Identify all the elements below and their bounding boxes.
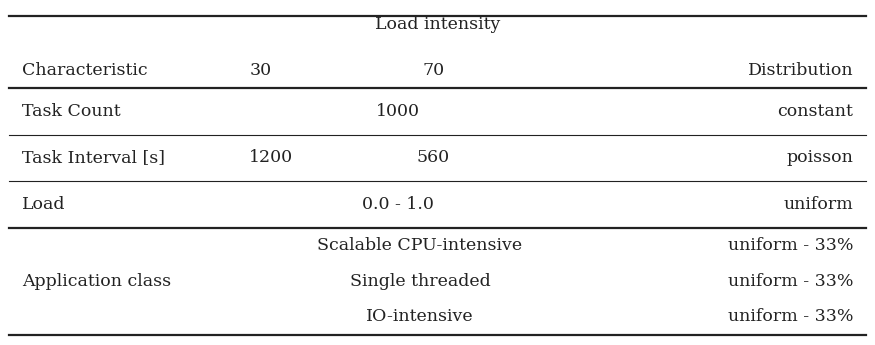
- Text: uniform: uniform: [783, 196, 853, 213]
- Text: 1000: 1000: [376, 103, 420, 120]
- Text: Scalable CPU-intensive: Scalable CPU-intensive: [318, 237, 522, 254]
- Text: 1200: 1200: [249, 149, 293, 166]
- Text: Load intensity: Load intensity: [374, 16, 500, 33]
- Text: Application class: Application class: [22, 273, 171, 290]
- Text: uniform - 33%: uniform - 33%: [728, 308, 853, 325]
- Text: IO-intensive: IO-intensive: [367, 308, 474, 325]
- Text: 0.0 - 1.0: 0.0 - 1.0: [362, 196, 434, 213]
- Text: uniform - 33%: uniform - 33%: [728, 237, 853, 254]
- Text: uniform - 33%: uniform - 33%: [728, 273, 853, 290]
- Text: constant: constant: [777, 103, 853, 120]
- Text: 30: 30: [249, 62, 271, 79]
- Text: Single threaded: Single threaded: [350, 273, 490, 290]
- Text: Characteristic: Characteristic: [22, 62, 148, 79]
- Text: poisson: poisson: [787, 149, 853, 166]
- Text: Load: Load: [22, 196, 66, 213]
- Text: Task Interval [s]: Task Interval [s]: [22, 149, 164, 166]
- Text: Distribution: Distribution: [747, 62, 853, 79]
- Text: Task Count: Task Count: [22, 103, 121, 120]
- Text: 560: 560: [416, 149, 450, 166]
- Text: 70: 70: [422, 62, 444, 79]
